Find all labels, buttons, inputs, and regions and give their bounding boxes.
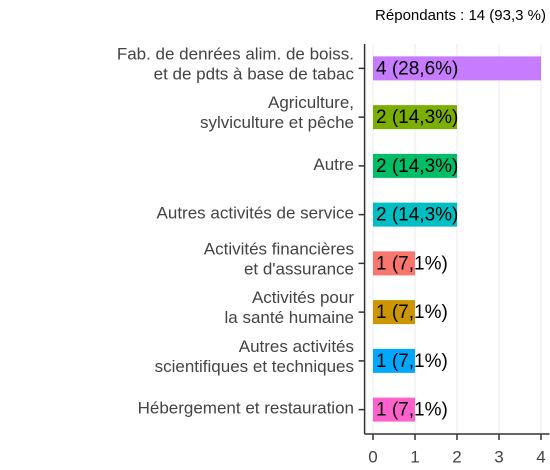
value-label: 2 (14,3%) xyxy=(376,205,458,226)
y-tick-label: Activités pour la santé humaine xyxy=(225,289,355,328)
bar xyxy=(373,397,415,422)
y-tick-label-line: Autres activités xyxy=(239,337,354,356)
y-tick-label-line: Activités financières xyxy=(204,240,354,259)
bar xyxy=(373,348,415,373)
bar xyxy=(373,251,415,276)
x-tick-label: 0 xyxy=(368,447,377,466)
y-tick-label-line: sylviculture et pêche xyxy=(200,114,354,133)
y-tick-label-line: Activités pour xyxy=(252,289,354,308)
y-tick-label-line: Autres activités de service xyxy=(157,204,354,223)
y-tick-label: Autres activités de service xyxy=(157,204,354,223)
y-tick-label-line: Fab. de denrées alim. de boiss. xyxy=(117,45,354,64)
bar xyxy=(373,105,457,130)
y-tick-label: Fab. de denrées alim. de boiss. et de pdt… xyxy=(117,45,355,84)
bar xyxy=(373,202,457,227)
y-tick-label: Autres activités scientifiques et techniq… xyxy=(155,337,354,376)
bar xyxy=(373,153,457,178)
y-tick-label: Agriculture, sylviculture et pêche xyxy=(200,94,354,133)
value-label: 2 (14,3%) xyxy=(376,156,458,177)
value-label: 2 (14,3%) xyxy=(376,107,458,128)
y-tick-label-line: Hébergement et restauration xyxy=(138,399,354,418)
value-label: 1 (7,1%) xyxy=(376,302,448,323)
x-tick-label: 1 xyxy=(410,447,419,466)
value-label: 1 (7,1%) xyxy=(376,351,448,372)
value-label: 4 (28,6%) xyxy=(376,58,458,79)
x-tick-label: 3 xyxy=(494,447,503,466)
x-tick-label: 4 xyxy=(536,447,545,466)
y-tick-label-line: Autre xyxy=(313,155,354,174)
y-tick-label-line: scientifiques et techniques xyxy=(155,357,354,376)
y-tick-label-line: la santé humaine xyxy=(225,309,354,328)
y-tick-label-line: et de pdts à base de tabac xyxy=(154,65,355,84)
y-tick-label: Hébergement et restauration xyxy=(138,399,354,418)
y-tick-label-line: et d'assurance xyxy=(244,260,354,279)
x-tick-label: 2 xyxy=(452,447,461,466)
y-tick-label-line: Agriculture, xyxy=(268,94,354,113)
value-label: 1 (7,1%) xyxy=(376,400,448,421)
y-tick-label: Autre xyxy=(313,155,354,174)
bar xyxy=(373,56,541,81)
y-tick-label: Activités financières et d'assurance xyxy=(204,240,354,279)
bar xyxy=(373,300,415,325)
value-label: 1 (7,1%) xyxy=(376,253,448,274)
chart-subtitle: Répondants : 14 (93,3 %) xyxy=(375,7,546,24)
